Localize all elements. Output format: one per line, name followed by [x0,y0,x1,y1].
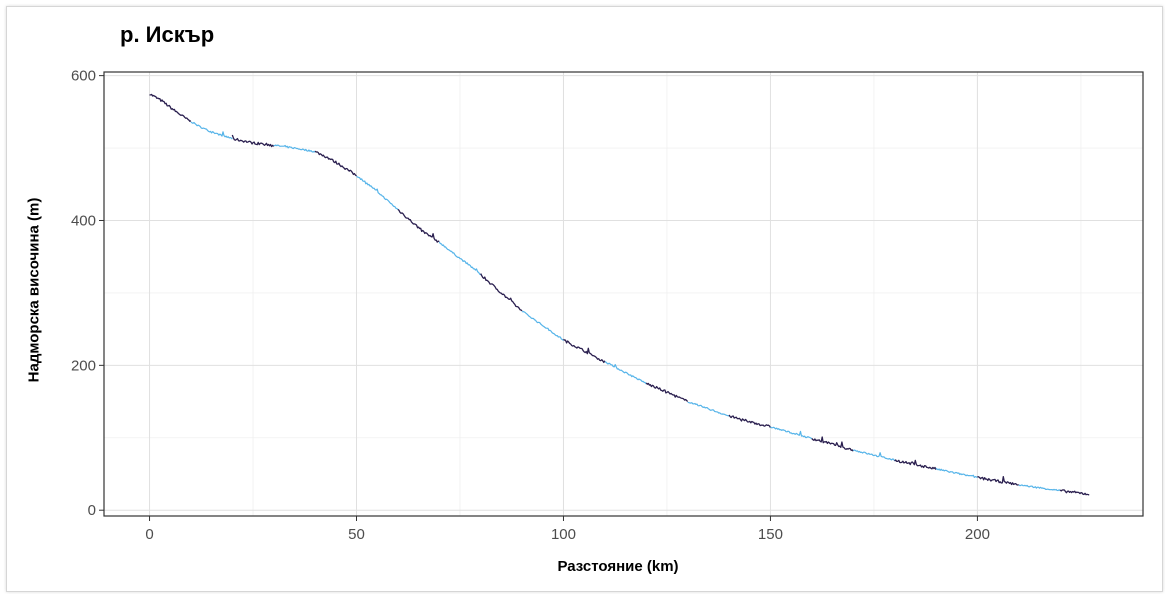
x-axis-label: Разстояние (km) [557,558,679,575]
elevation-segment-light [521,310,564,342]
x-tick-label: 200 [965,526,990,543]
x-tick-label: 50 [348,526,365,543]
elevation-segment-dark [231,134,275,148]
elevation-segment-light [604,361,647,385]
chart-title: р. Искър [120,22,215,47]
elevation-segment-dark [645,382,689,402]
elevation-segment-light [770,426,813,440]
elevation-segment-light [1018,484,1061,492]
elevation-segment-light [438,241,482,276]
elevation-segment-light [687,401,730,417]
y-axis-ticks: 0 200 400 600 [71,68,104,519]
x-axis-ticks: 0 50 100 150 200 [145,516,990,543]
elevation-segment-dark [1059,489,1090,496]
elevation-segment-dark [149,93,192,122]
y-tick-label: 0 [88,502,96,519]
elevation-segment-dark [728,414,772,429]
elevation-segment-light [356,175,399,210]
x-tick-label: 100 [551,526,576,543]
elevation-segment-dark [314,150,357,177]
elevation-segment-light [273,144,316,153]
y-tick-label: 200 [71,357,96,374]
x-tick-label: 150 [758,526,783,543]
elevation-segment-light [190,121,233,140]
elevation-segment-light [935,467,978,479]
elevation-segment-dark [397,208,440,243]
y-tick-label: 600 [71,68,96,85]
elevation-segment-dark [811,436,854,452]
elevation-segment-light [852,449,896,462]
grid-lines [104,72,1143,516]
x-tick-label: 0 [145,526,153,543]
chart-frame [6,6,1163,592]
elevation-segment-dark [894,459,937,470]
y-tick-label: 400 [71,212,96,229]
panel-border [103,71,1144,517]
elevation-line [149,93,1090,496]
elevation-segment-dark [563,338,606,364]
elevation-segment-dark [480,273,523,312]
elevation-segment-dark [977,475,1019,486]
